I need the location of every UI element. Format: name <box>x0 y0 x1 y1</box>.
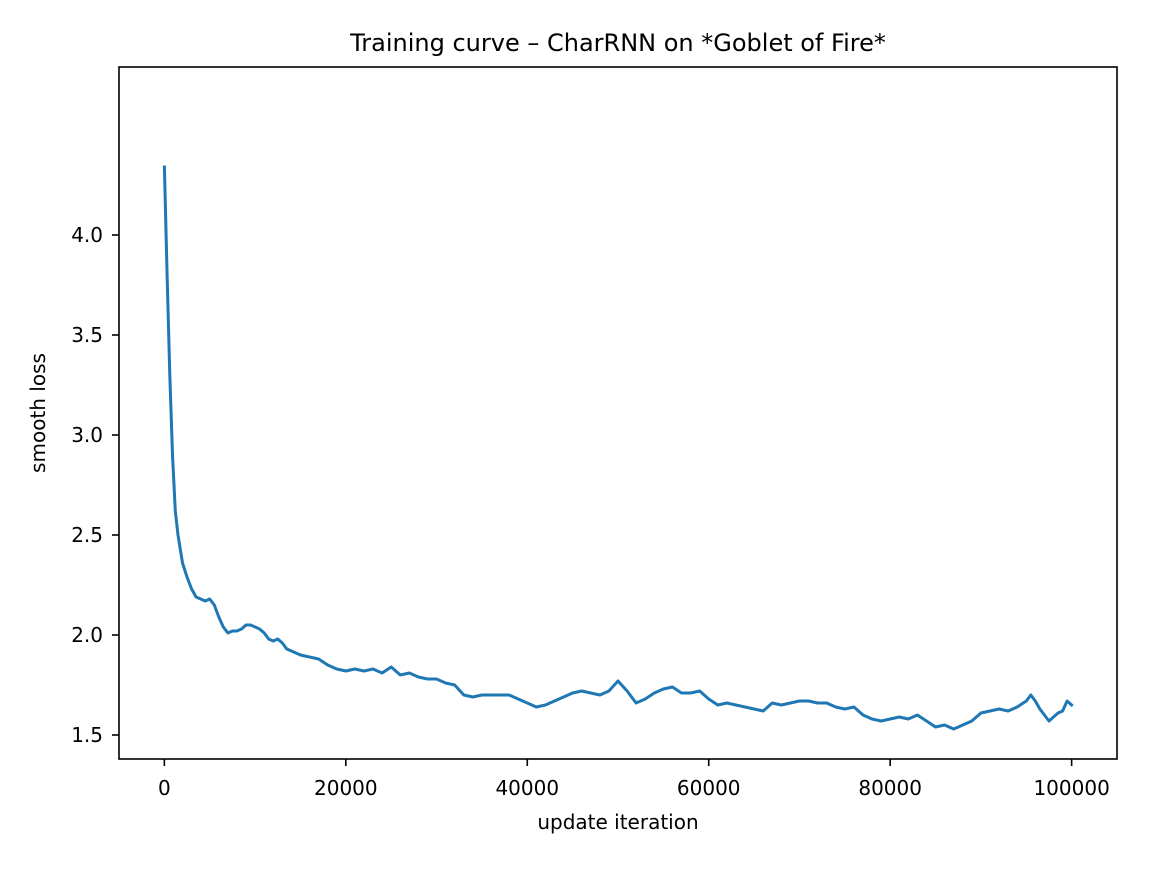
y-tick-label: 3.5 <box>71 323 103 347</box>
chart-title: Training curve – CharRNN on *Goblet of F… <box>349 29 886 57</box>
x-tick-label: 60000 <box>677 776 741 800</box>
x-tick-label: 0 <box>158 776 171 800</box>
x-axis-label: update iteration <box>537 810 698 834</box>
y-axis-ticks: 1.5 2.0 2.5 3.0 3.5 4.0 <box>71 223 119 747</box>
plot-area-frame <box>118 66 1118 760</box>
y-axis-label: smooth loss <box>26 353 50 473</box>
x-tick-label: 20000 <box>314 776 378 800</box>
loss-series-line <box>162 165 1074 731</box>
x-axis-ticks: 0 20000 40000 60000 80000 100000 <box>158 759 1110 800</box>
y-tick-label: 3.0 <box>71 423 103 447</box>
y-tick-label: 1.5 <box>71 723 103 747</box>
x-tick-label: 100000 <box>1033 776 1109 800</box>
y-tick-label: 2.0 <box>71 623 103 647</box>
x-tick-label: 40000 <box>495 776 559 800</box>
y-tick-label: 2.5 <box>71 523 103 547</box>
y-tick-label: 4.0 <box>71 223 103 247</box>
x-tick-label: 80000 <box>858 776 922 800</box>
